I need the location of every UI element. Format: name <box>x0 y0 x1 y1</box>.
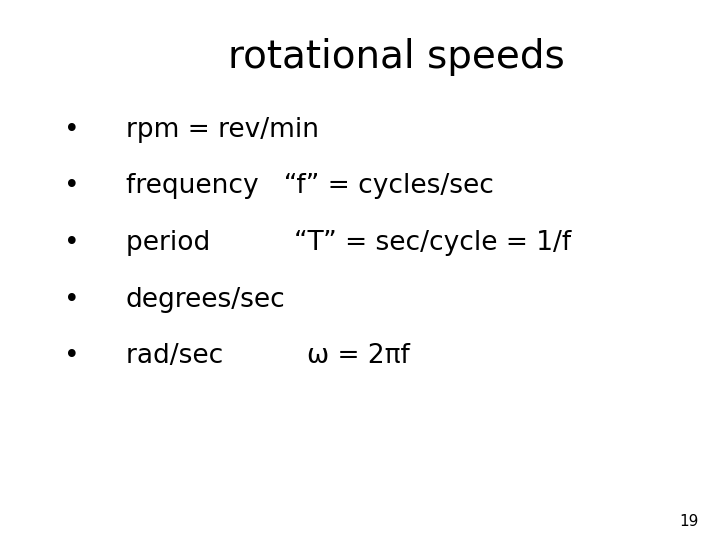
Text: •: • <box>64 343 80 369</box>
Text: •: • <box>64 117 80 143</box>
Text: rpm = rev/min: rpm = rev/min <box>126 117 319 143</box>
Text: rotational speeds: rotational speeds <box>228 38 564 76</box>
Text: •: • <box>64 173 80 199</box>
Text: •: • <box>64 287 80 313</box>
Text: frequency   “f” = cycles/sec: frequency “f” = cycles/sec <box>126 173 494 199</box>
Text: •: • <box>64 230 80 256</box>
Text: rad/sec          ω = 2πf: rad/sec ω = 2πf <box>126 343 410 369</box>
Text: 19: 19 <box>679 514 698 529</box>
Text: period          “T” = sec/cycle = 1/f: period “T” = sec/cycle = 1/f <box>126 230 571 256</box>
Text: degrees/sec: degrees/sec <box>126 287 286 313</box>
